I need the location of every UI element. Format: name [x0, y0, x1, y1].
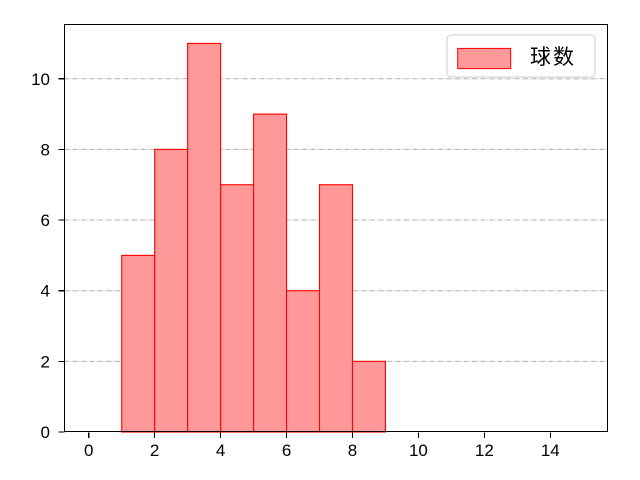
svg-text:8: 8 [348, 441, 357, 460]
svg-text:0: 0 [84, 441, 93, 460]
svg-text:球数: 球数 [530, 46, 576, 69]
svg-text:10: 10 [31, 70, 50, 89]
svg-text:2: 2 [41, 352, 50, 371]
svg-text:4: 4 [41, 282, 50, 301]
svg-text:12: 12 [475, 441, 494, 460]
svg-text:0: 0 [41, 423, 50, 442]
svg-text:2: 2 [150, 441, 159, 460]
svg-text:8: 8 [41, 140, 50, 159]
svg-text:10: 10 [409, 441, 428, 460]
svg-text:14: 14 [541, 441, 560, 460]
svg-text:6: 6 [282, 441, 291, 460]
svg-text:6: 6 [41, 211, 50, 230]
svg-text:4: 4 [216, 441, 225, 460]
